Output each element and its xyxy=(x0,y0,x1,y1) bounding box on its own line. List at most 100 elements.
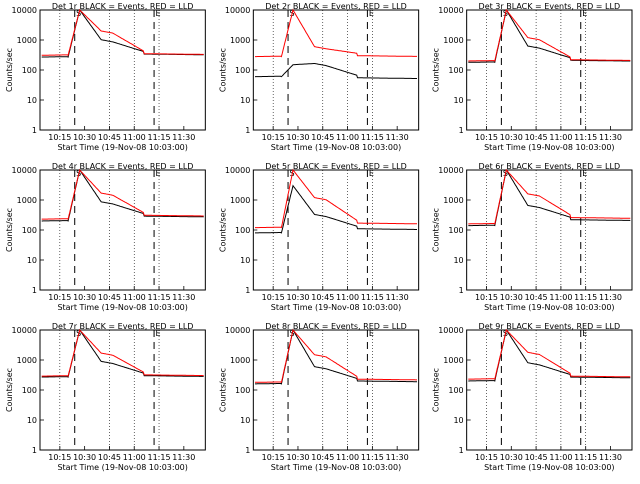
series-line-lld xyxy=(468,329,631,380)
series-line-lld xyxy=(468,8,631,62)
y-tick-label: 100 xyxy=(235,66,250,75)
y-tick-label: 10 xyxy=(27,256,37,265)
chart-panel: 10:15 10:30 10:45 11:00 11:15 11:30 1 10 100 1000… xyxy=(432,322,633,472)
y-tick-label: 10 xyxy=(240,256,250,265)
marker-label: E xyxy=(582,9,587,18)
x-tick-label: 11:15 xyxy=(574,133,597,142)
plot-frame xyxy=(466,169,633,291)
y-axis-label: Counts/sec xyxy=(218,368,227,412)
y-tick-label: 1000 xyxy=(17,36,37,45)
y-tick-label: 1 xyxy=(459,446,464,455)
marker-label: E xyxy=(156,329,161,338)
y-axis-label: Counts/sec xyxy=(432,368,441,412)
marker-label: E xyxy=(156,169,161,178)
x-tick-label: 11:00 xyxy=(549,293,572,302)
series-line-lld xyxy=(255,168,417,229)
x-tick-label: 11:30 xyxy=(386,293,409,302)
x-tick-label: 10:15 xyxy=(48,453,71,462)
x-tick-label: 10:30 xyxy=(73,133,96,142)
x-tick-label: 11:15 xyxy=(148,133,171,142)
x-axis-label: Start Time (19-Nov-08 10:03:00) xyxy=(57,303,187,312)
x-tick-label: 11:00 xyxy=(123,453,146,462)
plot-frame xyxy=(252,9,420,131)
y-axis-label: Counts/sec xyxy=(5,368,14,412)
chart-title: Det 3r BLACK = Events, RED = LLD xyxy=(479,2,621,11)
series-line-events xyxy=(41,168,204,222)
y-tick-label: 10000 xyxy=(225,6,250,15)
chart-panel: 10:15 10:30 10:45 11:00 11:15 11:30 1 10 100 1000… xyxy=(218,2,420,152)
series-line-events xyxy=(41,8,204,58)
y-tick-label: 10000 xyxy=(438,326,463,335)
x-tick-label: 11:00 xyxy=(336,133,359,142)
y-tick-label: 1000 xyxy=(230,356,250,365)
chart-panel: 10:15 10:30 10:45 11:00 11:15 11:30 1 10 100 1000… xyxy=(218,162,420,312)
x-tick-label: 11:15 xyxy=(148,293,171,302)
y-tick-label: 1000 xyxy=(230,196,250,205)
plot-frame xyxy=(252,169,420,291)
marker-label: E xyxy=(369,329,374,338)
series-line-events xyxy=(41,328,204,378)
x-axis-label: Start Time (19-Nov-08 10:03:00) xyxy=(484,303,614,312)
series-line-lld xyxy=(41,328,204,377)
x-tick-label: 11:00 xyxy=(123,133,146,142)
y-tick-label: 10000 xyxy=(438,166,463,175)
y-tick-label: 100 xyxy=(235,386,250,395)
y-tick-label: 100 xyxy=(235,226,250,235)
x-tick-label: 10:15 xyxy=(262,453,285,462)
x-tick-label: 11:15 xyxy=(148,453,171,462)
y-tick-label: 100 xyxy=(22,226,37,235)
x-tick-label: 10:30 xyxy=(286,133,309,142)
y-tick-label: 10000 xyxy=(438,6,463,15)
y-tick-label: 1000 xyxy=(17,356,37,365)
series-line-lld xyxy=(468,168,631,225)
y-axis-label: Counts/sec xyxy=(5,208,14,252)
y-tick-label: 1 xyxy=(32,446,37,455)
chart-title: Det 5r BLACK = Events, RED = LLD xyxy=(265,162,407,171)
y-tick-label: 1000 xyxy=(443,36,463,45)
y-tick-label: 1 xyxy=(245,446,250,455)
x-axis-label: Start Time (19-Nov-08 10:03:00) xyxy=(271,303,401,312)
x-tick-label: 11:30 xyxy=(172,293,195,302)
marker-label: E xyxy=(369,9,374,18)
x-tick-label: 10:15 xyxy=(475,453,498,462)
x-tick-label: 10:15 xyxy=(48,293,71,302)
plot-frame xyxy=(466,329,633,451)
plot-frame xyxy=(39,329,206,451)
y-tick-label: 100 xyxy=(448,386,463,395)
x-tick-label: 11:00 xyxy=(549,133,572,142)
x-tick-label: 11:00 xyxy=(123,293,146,302)
x-tick-label: 11:15 xyxy=(361,293,384,302)
y-tick-label: 1000 xyxy=(443,356,463,365)
series-line-events xyxy=(255,184,417,234)
y-tick-label: 10000 xyxy=(12,326,37,335)
series-line-lld xyxy=(41,9,204,57)
chart-panel: 10:15 10:30 10:45 11:00 11:15 11:30 1 10 100 1000… xyxy=(218,322,420,472)
chart-title: Det 4r BLACK = Events, RED = LLD xyxy=(52,162,194,171)
chart-title: Det 2r BLACK = Events, RED = LLD xyxy=(265,2,407,11)
x-tick-label: 10:45 xyxy=(525,133,548,142)
y-tick-label: 1 xyxy=(459,286,464,295)
x-tick-label: 10:45 xyxy=(98,293,121,302)
x-tick-label: 10:45 xyxy=(98,133,121,142)
y-tick-label: 10 xyxy=(453,96,463,105)
x-tick-label: 10:15 xyxy=(262,293,285,302)
y-tick-label: 1 xyxy=(32,286,37,295)
x-tick-label: 10:45 xyxy=(311,293,334,302)
x-tick-label: 10:30 xyxy=(500,133,523,142)
x-tick-label: 11:30 xyxy=(386,453,409,462)
chart-title: Det 6r BLACK = Events, RED = LLD xyxy=(479,162,621,171)
x-tick-label: 10:15 xyxy=(262,133,285,142)
y-tick-label: 10 xyxy=(27,416,37,425)
chart-title: Det 1r BLACK = Events, RED = LLD xyxy=(52,2,194,11)
x-tick-label: 10:30 xyxy=(73,293,96,302)
x-tick-label: 10:15 xyxy=(475,133,498,142)
chart-panel: 10:15 10:30 10:45 11:00 11:15 11:30 1 10 100 1000… xyxy=(5,2,206,152)
x-axis-label: Start Time (19-Nov-08 10:03:00) xyxy=(57,143,187,152)
y-axis-label: Counts/sec xyxy=(432,208,441,252)
y-tick-label: 10000 xyxy=(225,326,250,335)
plot-frame xyxy=(252,329,420,451)
x-axis-label: Start Time (19-Nov-08 10:03:00) xyxy=(271,463,401,472)
y-tick-label: 1 xyxy=(32,126,37,135)
plot-frame xyxy=(39,9,206,131)
